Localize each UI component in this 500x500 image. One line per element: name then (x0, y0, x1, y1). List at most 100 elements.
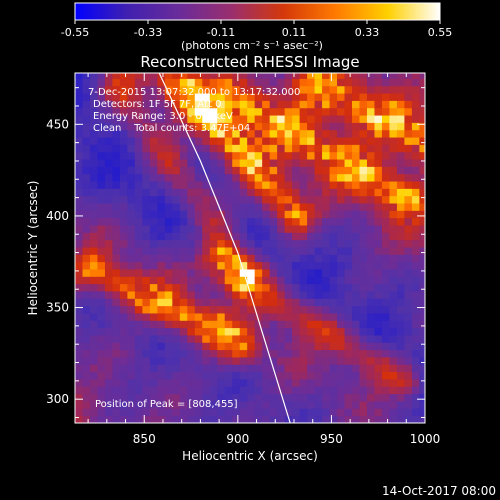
heatmap-cell (254, 261, 263, 270)
heatmap-cell (172, 166, 181, 175)
heatmap-cell (157, 364, 166, 373)
heatmap-cell (344, 327, 353, 336)
heatmap-cell (104, 100, 113, 109)
heatmap-cell (352, 298, 360, 307)
heatmap-cell (112, 393, 121, 402)
heatmap-cell (299, 129, 308, 138)
heatmap-cell (299, 393, 308, 402)
heatmap-cell (337, 254, 345, 263)
heatmap-cell (374, 188, 383, 197)
heatmap-cell (82, 225, 91, 233)
heatmap-cell (217, 137, 226, 145)
heatmap-cell (149, 217, 158, 226)
heatmap-cell (75, 335, 83, 343)
heatmap-cell (269, 159, 278, 167)
heatmap-cell (187, 364, 196, 373)
heatmap-cell (381, 232, 390, 241)
heatmap-cell (134, 181, 143, 189)
heatmap-cell (194, 173, 203, 182)
heatmap-cell (299, 195, 308, 204)
heatmap-cell (82, 239, 91, 248)
heatmap-cell (329, 73, 338, 79)
heatmap-cell (262, 159, 271, 167)
heatmap-cell (389, 100, 398, 109)
heatmap-cell (366, 313, 375, 321)
heatmap-cell (82, 203, 91, 211)
heatmap-cell (411, 364, 420, 373)
heatmap-cell (127, 379, 136, 387)
heatmap-cell (97, 239, 106, 248)
heatmap-cell (157, 73, 166, 79)
heatmap-cell (322, 195, 330, 204)
heatmap-cell (187, 203, 196, 211)
heatmap-cell (82, 320, 91, 329)
heatmap-cell (337, 298, 345, 307)
heatmap-cell (337, 73, 345, 79)
heatmap-cell (142, 313, 151, 321)
heatmap-cell (419, 173, 425, 182)
heatmap-cell (239, 195, 248, 204)
heatmap-cell (224, 239, 233, 248)
heatmap-cell (217, 85, 226, 94)
heatmap-cell (352, 93, 360, 101)
heatmap-cell (202, 305, 211, 314)
heatmap-cell (224, 203, 233, 211)
heatmap-cell (352, 320, 360, 329)
heatmap-cell (307, 393, 315, 402)
heatmap-cell (337, 379, 345, 387)
heatmap-cell (127, 122, 136, 131)
heatmap-cell (164, 166, 173, 175)
heatmap-cell (262, 408, 271, 417)
heatmap-cell (411, 107, 420, 116)
heatmap-cell (104, 93, 113, 101)
heatmap-cell (112, 408, 121, 417)
heatmap-cell (134, 78, 143, 87)
heatmap-cell (352, 100, 360, 109)
heatmap-cell (366, 129, 375, 138)
heatmap-cell (292, 93, 300, 101)
heatmap-cell (75, 137, 83, 145)
heatmap-cell (314, 137, 323, 145)
heatmap-cell (269, 188, 278, 197)
heatmap-cell (112, 93, 121, 101)
heatmap-cell (299, 305, 308, 314)
heatmap-cell (419, 291, 425, 299)
heatmap-cell (374, 85, 383, 94)
colorbar-ticks: -0.55 -0.33 -0.11 0.11 0.33 0.55 (61, 20, 452, 39)
heatmap-cell (217, 283, 226, 292)
heatmap-cell (389, 283, 398, 292)
heatmap-cell (389, 151, 398, 160)
heatmap-cell (97, 151, 106, 160)
heatmap-cell (89, 151, 98, 160)
heatmap-cell (89, 129, 98, 138)
heatmap-cell (209, 195, 218, 204)
heatmap-cell (314, 78, 323, 87)
heatmap-cell (127, 188, 136, 197)
heatmap-cell (247, 129, 256, 138)
heatmap-cell (381, 305, 390, 314)
heatmap-cell (224, 93, 233, 101)
heatmap-cell (112, 115, 121, 123)
heatmap-cell (262, 151, 271, 160)
heatmap-cell (157, 269, 166, 277)
heatmap-cell (172, 371, 181, 380)
heatmap-cell (329, 364, 338, 373)
heatmap-cell (277, 115, 286, 123)
heatmap-cell (404, 305, 413, 314)
heatmap-cell (164, 357, 173, 365)
heatmap-cell (314, 415, 323, 423)
heatmap-cell (322, 181, 330, 189)
heatmap-cell (127, 415, 136, 423)
heatmap-cell (284, 188, 293, 197)
heatmap-cell (89, 85, 98, 94)
heatmap-cell (232, 129, 241, 138)
heatmap-cell (352, 107, 360, 116)
heatmap-cell (217, 342, 226, 351)
heatmap-cell (299, 210, 308, 219)
heatmap-cell (127, 305, 136, 314)
heatmap-cell (329, 393, 338, 402)
heatmap-cell (104, 276, 113, 285)
heatmap-cell (134, 137, 143, 145)
heatmap-cell (366, 393, 375, 402)
heatmap-cell (277, 85, 286, 94)
